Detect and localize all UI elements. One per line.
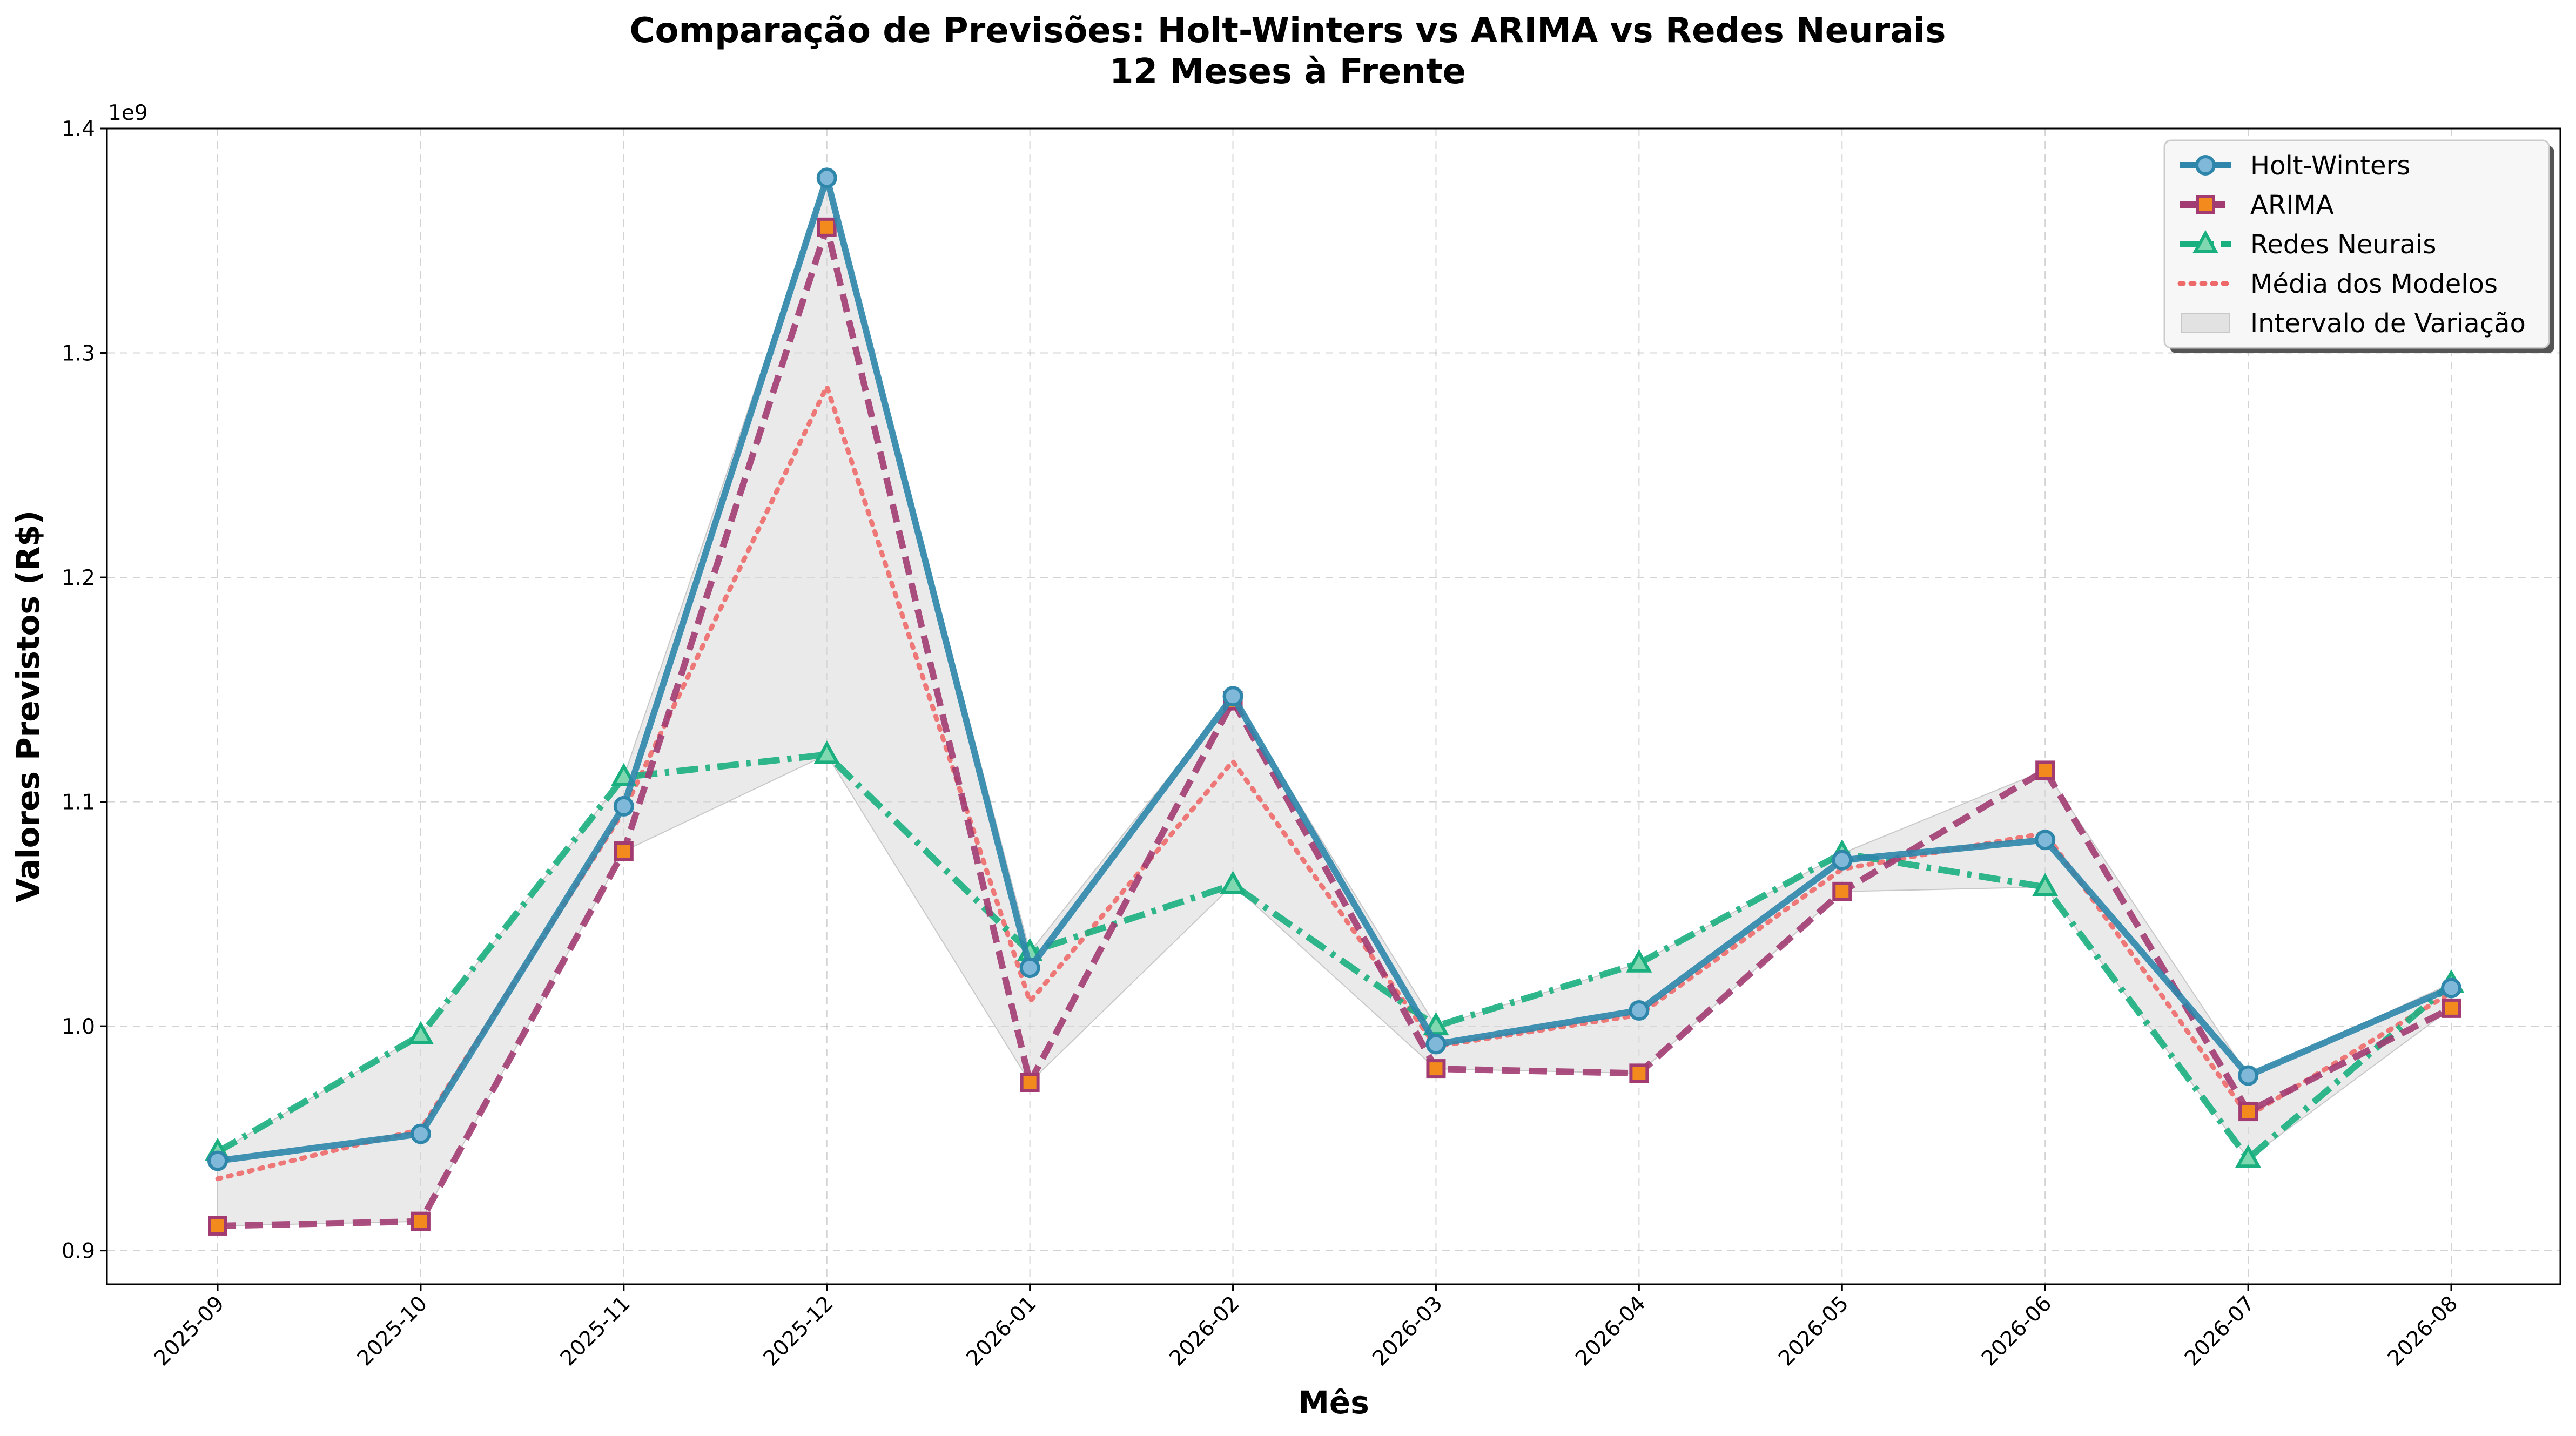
data-point xyxy=(410,1123,431,1144)
legend-item: Holt-Winters xyxy=(2180,151,2410,181)
data-point xyxy=(1222,686,1243,707)
legend-label: Média dos Modelos xyxy=(2250,269,2498,299)
data-point xyxy=(1425,1034,1447,1055)
data-point xyxy=(1220,871,1246,894)
legend-label: Intervalo de Variação xyxy=(2250,308,2526,339)
data-point xyxy=(614,841,634,861)
legend-entries: Holt-Winters ARIMA Redes Neurais Média dos … xyxy=(2177,151,2526,339)
x-axis-title: Mês xyxy=(1298,1384,1369,1421)
legend-box xyxy=(2163,139,2550,349)
legend-label: Redes Neurais xyxy=(2250,230,2436,260)
chart-title-line-1: Comparação de Previsões: Holt-Winters vs… xyxy=(630,11,1946,51)
data-point xyxy=(2035,760,2055,780)
series-line xyxy=(217,174,2453,1164)
series-holt-winters xyxy=(207,167,2461,1171)
data-point xyxy=(2441,977,2461,999)
series-line xyxy=(217,224,2453,1229)
y-offset-label: 1e9 xyxy=(108,101,148,125)
legend-swatch-band xyxy=(2181,313,2230,333)
legend-swatch-marker xyxy=(2196,195,2215,214)
plot-frame xyxy=(106,127,2561,1285)
data-point xyxy=(2238,1065,2259,1086)
y-tick-label: 1.4 xyxy=(62,117,95,141)
legend-label: Holt-Winters xyxy=(2250,151,2410,181)
data-point xyxy=(208,1216,227,1236)
legend-swatch-marker xyxy=(2195,155,2216,176)
legend: Holt-Winters ARIMA Redes Neurais Média dos … xyxy=(2163,139,2554,353)
legend-swatch-marker xyxy=(2192,230,2219,253)
data-point xyxy=(817,217,837,237)
data-point xyxy=(1019,958,1040,979)
legend-item: Intervalo de Variação xyxy=(2181,308,2526,339)
data-point xyxy=(1832,850,1853,871)
data-point xyxy=(407,1021,434,1044)
data-point xyxy=(2235,1144,2262,1168)
data-point xyxy=(1426,1059,1446,1079)
legend-label: ARIMA xyxy=(2250,190,2334,220)
data-point xyxy=(2032,873,2059,896)
data-point xyxy=(1626,949,1652,973)
series-arima xyxy=(208,217,2461,1236)
y-tick-label: 1.2 xyxy=(62,566,95,590)
data-point xyxy=(816,167,837,188)
data-point xyxy=(813,740,840,764)
y-axis-title: Valores Previstos (R$) xyxy=(10,510,46,902)
data-point xyxy=(2035,830,2056,851)
y-tick-label: 1.3 xyxy=(62,342,95,366)
y-tick-label: 0.9 xyxy=(62,1239,95,1264)
legend-item: Média dos Modelos xyxy=(2177,269,2498,299)
data-point xyxy=(207,1150,228,1171)
chart-title-line-2: 12 Meses à Frente xyxy=(1109,52,1466,92)
data-point xyxy=(2442,998,2461,1018)
series-line xyxy=(216,751,2453,1162)
data-point xyxy=(613,795,634,817)
data-point xyxy=(1020,1073,1040,1093)
series xyxy=(204,167,2465,1236)
data-point xyxy=(1629,1063,1649,1083)
data-point xyxy=(2238,1102,2258,1122)
legend-item: ARIMA xyxy=(2180,190,2334,220)
y-tick-label: 1.1 xyxy=(62,791,95,815)
y-axis-ticks: 0.9 1.0 1.1 1.2 1.3 1.4 xyxy=(62,117,107,1264)
data-point xyxy=(411,1211,431,1231)
y-tick-label: 1.0 xyxy=(62,1015,95,1039)
data-point xyxy=(1629,1000,1650,1021)
data-point xyxy=(1832,881,1852,901)
legend-item: Redes Neurais xyxy=(2180,230,2436,260)
